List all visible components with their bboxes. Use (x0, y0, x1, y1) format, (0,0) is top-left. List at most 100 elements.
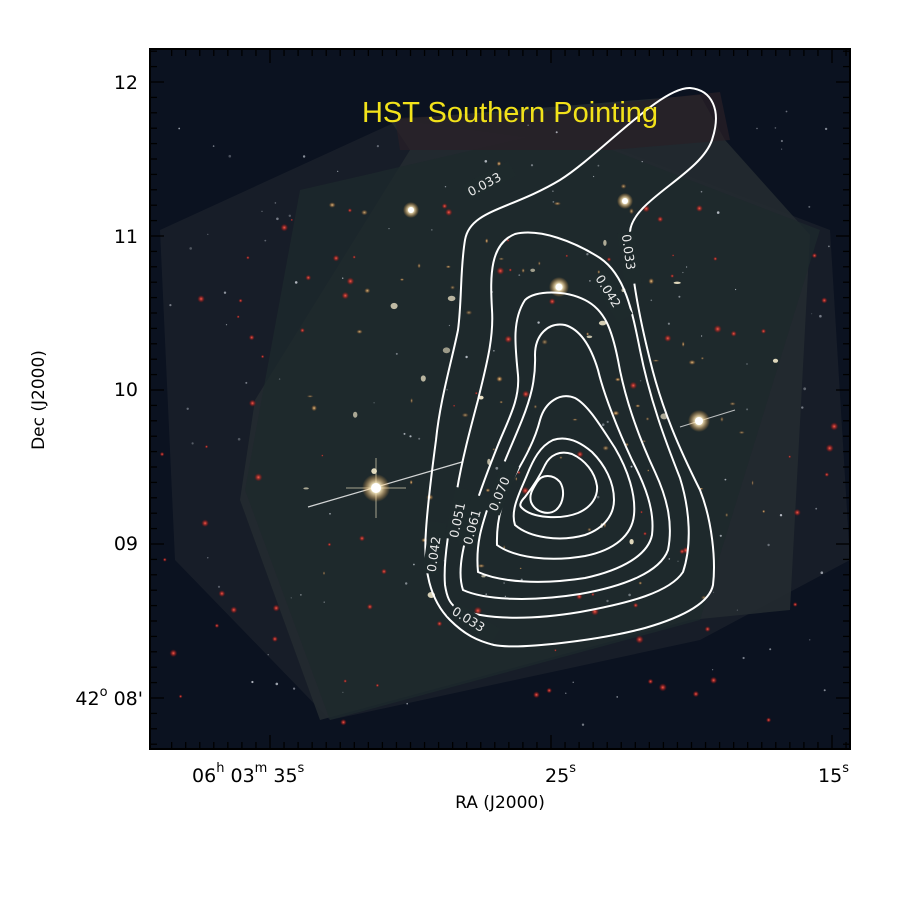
faint-source (555, 131, 558, 134)
contour-inner-1 (512, 437, 616, 540)
faint-source (223, 291, 227, 294)
y-tick-label: 09 (114, 533, 138, 555)
contour-label: 0.042 (424, 535, 444, 573)
faint-source (809, 639, 811, 641)
faint-source (275, 682, 279, 686)
red-source (591, 592, 595, 597)
galaxy (586, 332, 590, 336)
faint-source (811, 313, 813, 315)
faint-source (565, 692, 567, 694)
galaxy (519, 567, 522, 570)
galaxy (461, 412, 469, 418)
faint-source (446, 388, 448, 391)
faint-source (228, 154, 232, 158)
galaxy (629, 208, 634, 215)
red-source (730, 330, 737, 337)
red-source (230, 606, 238, 614)
red-source (522, 390, 530, 398)
faint-source (267, 654, 269, 656)
faint-source (746, 363, 748, 365)
red-source (280, 223, 289, 232)
red-source (658, 683, 667, 692)
red-source (647, 678, 654, 685)
galaxy (477, 563, 485, 568)
galaxy (498, 257, 505, 261)
red-source (201, 519, 209, 527)
x-tick-label: 15s (818, 761, 849, 787)
red-source (633, 602, 639, 608)
red-source (236, 315, 240, 319)
galaxy (629, 539, 634, 545)
faint-source (485, 593, 488, 595)
red-source (792, 602, 798, 607)
red-source (436, 620, 443, 627)
red-source (710, 676, 718, 684)
red-source (218, 590, 226, 597)
galaxy (530, 268, 536, 272)
galaxy (521, 268, 525, 273)
faint-source (261, 210, 263, 212)
plot-frame (149, 48, 851, 750)
red-source (340, 719, 347, 726)
bright-star-right (679, 409, 736, 432)
galaxy (399, 278, 405, 281)
red-source (445, 208, 453, 216)
red-source (214, 623, 220, 628)
galaxy (762, 509, 766, 514)
bright-star-left (307, 458, 463, 518)
faint-source (251, 680, 254, 684)
faint-source (302, 155, 306, 158)
faint-source (678, 295, 681, 298)
red-source (533, 691, 540, 699)
faint-source (520, 578, 523, 581)
galaxy (645, 417, 650, 421)
x-axis-label: RA (J2000) (455, 793, 545, 813)
galaxy (725, 512, 729, 518)
galaxy (417, 263, 421, 269)
red-source (713, 325, 722, 333)
galaxy (597, 269, 601, 275)
faint-source (682, 271, 684, 274)
galaxy (681, 341, 685, 348)
faint-source (430, 229, 433, 231)
faint-source (207, 557, 209, 559)
faint-source (294, 281, 298, 284)
red-source (825, 444, 834, 453)
galaxy (614, 377, 621, 382)
red-source (506, 238, 510, 242)
faint-source (342, 277, 344, 279)
galaxy (673, 281, 681, 284)
bright-star-topright (617, 193, 633, 209)
field-footprint-upper (245, 130, 820, 720)
field-edge-top (395, 92, 730, 150)
galaxy (647, 469, 650, 472)
red-source (713, 256, 718, 261)
contour-peak (529, 475, 565, 514)
faint-source (824, 127, 828, 131)
faint-source (586, 253, 589, 256)
red-source (178, 694, 183, 699)
red-source (692, 690, 700, 698)
red-source (695, 204, 703, 212)
galaxy (738, 430, 745, 435)
faint-source (639, 380, 642, 382)
faint-source (264, 239, 267, 242)
red-source (766, 717, 772, 723)
red-source (811, 252, 818, 259)
galaxy (720, 416, 724, 422)
red-source (321, 454, 324, 457)
red-source (197, 295, 205, 303)
faint-source (677, 560, 679, 562)
galaxy (353, 411, 358, 418)
red-source (704, 626, 711, 632)
faint-source (493, 350, 495, 352)
faint-source (527, 124, 529, 126)
faint-source (373, 402, 375, 404)
galaxy (586, 335, 593, 339)
galaxy (485, 238, 489, 244)
red-source (793, 509, 801, 516)
faint-source (495, 466, 499, 470)
faint-source (169, 304, 172, 307)
galaxy (603, 239, 607, 246)
faint-source (780, 139, 784, 143)
